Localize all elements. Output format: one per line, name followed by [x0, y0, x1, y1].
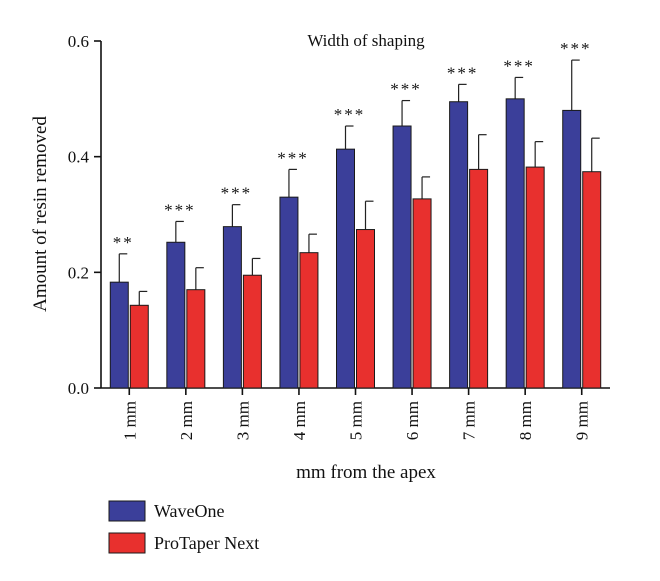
significance-marker: ***	[277, 148, 309, 167]
x-tick-label: 2 mm	[177, 401, 196, 440]
legend-label: ProTaper Next	[154, 533, 259, 553]
bar-protaper-next	[299, 252, 319, 389]
y-tick-label: 0.6	[68, 32, 89, 51]
y-tick-label: 0.2	[68, 263, 89, 282]
significance-marker: ***	[503, 56, 535, 75]
bar-protaper-next	[186, 289, 206, 389]
bar-protaper-next	[582, 171, 602, 389]
x-tick-label: 1 mm	[120, 401, 139, 440]
bar-waveone	[336, 148, 355, 389]
x-tick-label: 6 mm	[403, 401, 422, 440]
bar-waveone	[505, 98, 525, 389]
bar-waveone	[279, 196, 299, 389]
chart-title: Width of shaping	[307, 31, 425, 50]
bar-waveone	[109, 281, 129, 389]
significance-marker: ***	[221, 184, 253, 203]
significance-marker: ***	[560, 39, 592, 58]
bar-waveone	[562, 109, 582, 389]
significance-marker: ***	[334, 105, 366, 124]
significance-marker: ***	[447, 63, 479, 82]
legend-swatch	[108, 500, 146, 522]
plot-area: 0.0 0.2 0.4 0.6 ** 1 mm *** 2 mm *** 3 mm *** 4 mm *…	[68, 32, 610, 440]
x-tick-label: 4 mm	[290, 401, 309, 440]
bar-waveone	[449, 101, 469, 389]
x-tick-label: 9 mm	[573, 401, 592, 440]
legend: WaveOne ProTaper Next	[108, 500, 259, 554]
y-tick-label: 0.4	[68, 148, 90, 167]
x-tick-label: 5 mm	[347, 401, 366, 440]
x-tick-label: 3 mm	[233, 401, 252, 440]
y-tick-label: 0.0	[68, 379, 89, 398]
bar-waveone	[166, 241, 186, 389]
bar-protaper-next	[356, 229, 375, 389]
legend-swatch	[108, 532, 146, 554]
significance-marker: **	[113, 233, 134, 252]
legend-label: WaveOne	[154, 501, 225, 521]
significance-marker: ***	[390, 80, 422, 99]
significance-marker: ***	[164, 200, 196, 219]
bar-protaper-next	[129, 304, 149, 389]
bar-protaper-next	[412, 198, 432, 389]
bar-protaper-next	[242, 274, 262, 389]
bar-waveone	[392, 125, 412, 389]
x-tick-label: 7 mm	[460, 401, 479, 440]
bar-protaper-next	[469, 168, 489, 389]
x-tick-label: 8 mm	[516, 401, 535, 440]
bar-protaper-next	[525, 166, 545, 389]
x-axis-title: mm from the apex	[296, 462, 436, 483]
y-axis-title: Amount of resin removed	[30, 116, 51, 312]
bar-waveone	[222, 226, 242, 389]
